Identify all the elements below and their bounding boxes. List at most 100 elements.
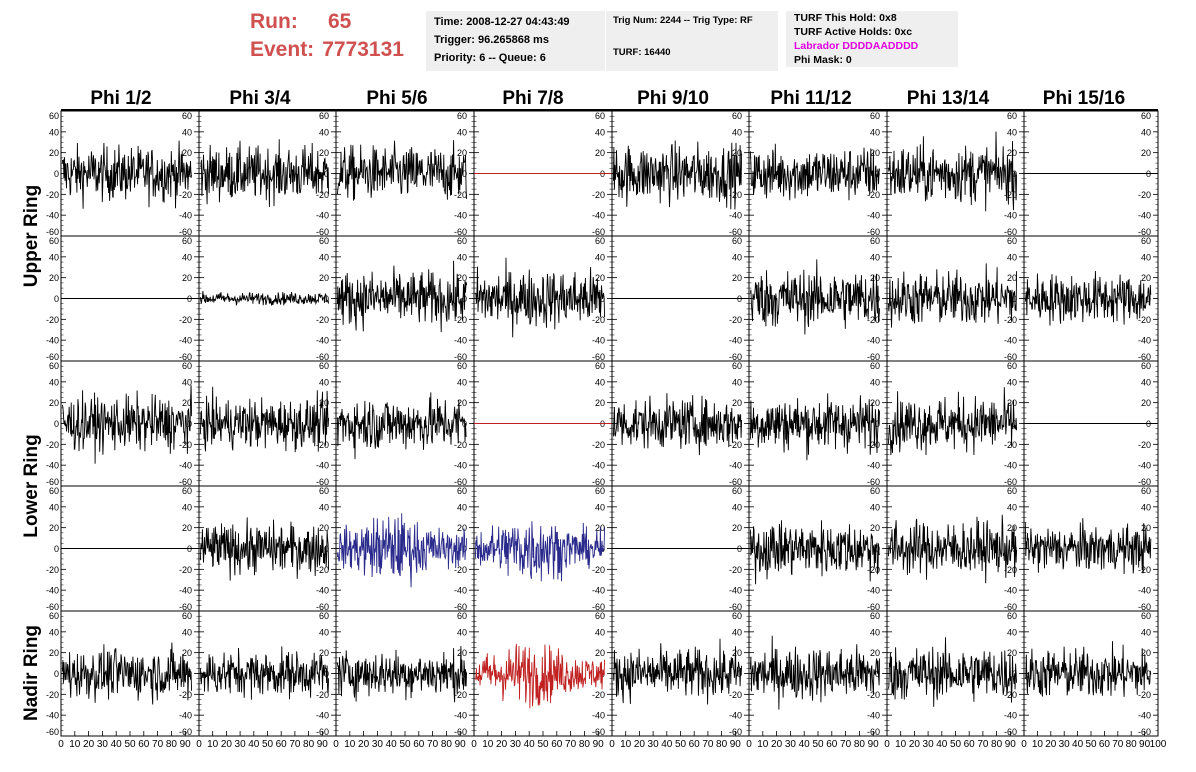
x-tick-label: 20 [83,739,95,750]
y-tick-label: -60 [592,227,605,237]
y-tick-label: -40 [46,711,59,721]
y-tick-label: 40 [595,127,605,137]
y-tick-label: 20 [595,398,605,408]
y-tick-label: -60 [46,477,59,487]
y-tick-label: 60 [319,486,329,496]
y-tick-label: -40 [1138,711,1151,721]
x-tick-label: 10 [620,739,632,750]
y-tick-label: -40 [46,211,59,221]
x-tick-label: 80 [854,739,866,750]
y-tick-label: -20 [179,190,192,200]
y-tick-label: 20 [595,648,605,658]
y-tick-label: -40 [46,461,59,471]
y-tick-label: -60 [46,227,59,237]
x-tick-label: 50 [399,739,411,750]
y-tick-label: 20 [182,148,192,158]
y-tick-label: -40 [1004,711,1017,721]
y-tick-label: -40 [729,586,742,596]
x-tick-label: 30 [235,739,247,750]
y-tick-label: 20 [457,398,467,408]
x-tick-label: 90 [593,739,605,750]
y-tick-label: 60 [595,611,605,621]
y-tick-label: 60 [1141,236,1151,246]
y-tick-label: -40 [729,211,742,221]
priority-text: Priority: 6 -- Queue: 6 [434,52,546,64]
y-tick-label: 60 [49,236,59,246]
y-tick-label: 60 [870,361,880,371]
y-tick-label: 60 [870,111,880,121]
x-tick-label: 20 [771,739,783,750]
waveform-trace [337,513,468,588]
y-tick-label: -20 [1004,440,1017,450]
x-tick-label: 60 [413,739,425,750]
y-tick-label: -20 [46,440,59,450]
y-tick-label: 20 [182,398,192,408]
y-tick-label: 60 [457,236,467,246]
x-tick-label: 60 [826,739,838,750]
y-tick-label: -20 [316,315,329,325]
y-tick-label: 40 [732,502,742,512]
y-tick-label: 60 [457,611,467,621]
phi-mask-text: Phi Mask: 0 [794,54,852,66]
y-tick-label: 20 [1007,523,1017,533]
trigger-text: Trigger: 96.265868 ms [434,34,549,46]
y-tick-label: -20 [1004,315,1017,325]
y-tick-label: 40 [319,127,329,137]
y-tick-label: 40 [1007,377,1017,387]
x-tick-label: 10 [207,739,219,750]
column-header-8: Phi 15/16 [1043,88,1125,109]
y-tick-label: 40 [49,502,59,512]
y-tick-label: -60 [592,602,605,612]
y-tick-label: 60 [182,361,192,371]
y-tick-label: 40 [1141,502,1151,512]
y-tick-label: 60 [319,611,329,621]
y-tick-label: 0 [600,294,605,304]
x-tick-label: 70 [977,739,989,750]
x-tick-label: 80 [303,739,315,750]
waveform-panel-r1-c2: -60 -40 -20 0 20 40 60 [198,110,337,237]
y-tick-label: -60 [1138,477,1151,487]
y-tick-label: 20 [870,273,880,283]
y-tick-label: 0 [737,419,742,429]
y-tick-label: -40 [592,586,605,596]
turf-info-box: TURF This Hold: 0x8 TURF Active Holds: 0… [786,11,958,67]
x-tick-label: 60 [551,739,563,750]
waveform-trace [62,385,193,464]
y-tick-label: 20 [49,398,59,408]
y-tick-label: 60 [870,611,880,621]
waveform-panel-r1-c3: -60 -40 -20 0 20 40 60 [335,110,475,237]
waveform-trace [750,259,881,335]
y-tick-label: -40 [316,336,329,346]
y-tick-label: -60 [729,477,742,487]
y-tick-label: 20 [595,273,605,283]
y-tick-label: 40 [457,377,467,387]
y-tick-label: 20 [870,398,880,408]
x-tick-label: 20 [496,739,508,750]
y-tick-label: 0 [54,544,59,554]
y-tick-label: 40 [319,627,329,637]
y-tick-label: 40 [595,377,605,387]
y-tick-label: -40 [46,336,59,346]
y-tick-label: 60 [1007,111,1017,121]
y-tick-label: 40 [457,502,467,512]
y-tick-label: -40 [867,461,880,471]
waveform-trace [337,140,468,201]
y-tick-label: -40 [592,711,605,721]
y-tick-label: -60 [454,602,467,612]
y-tick-label: 60 [457,111,467,121]
y-tick-label: 40 [1141,127,1151,137]
waveform-trace [1025,641,1152,697]
y-tick-label: -20 [592,565,605,575]
y-tick-label: 40 [732,252,742,262]
y-tick-label: -20 [867,565,880,575]
x-tick-label: 30 [923,739,935,750]
x-tick-label: 40 [661,739,673,750]
y-tick-label: 40 [457,127,467,137]
